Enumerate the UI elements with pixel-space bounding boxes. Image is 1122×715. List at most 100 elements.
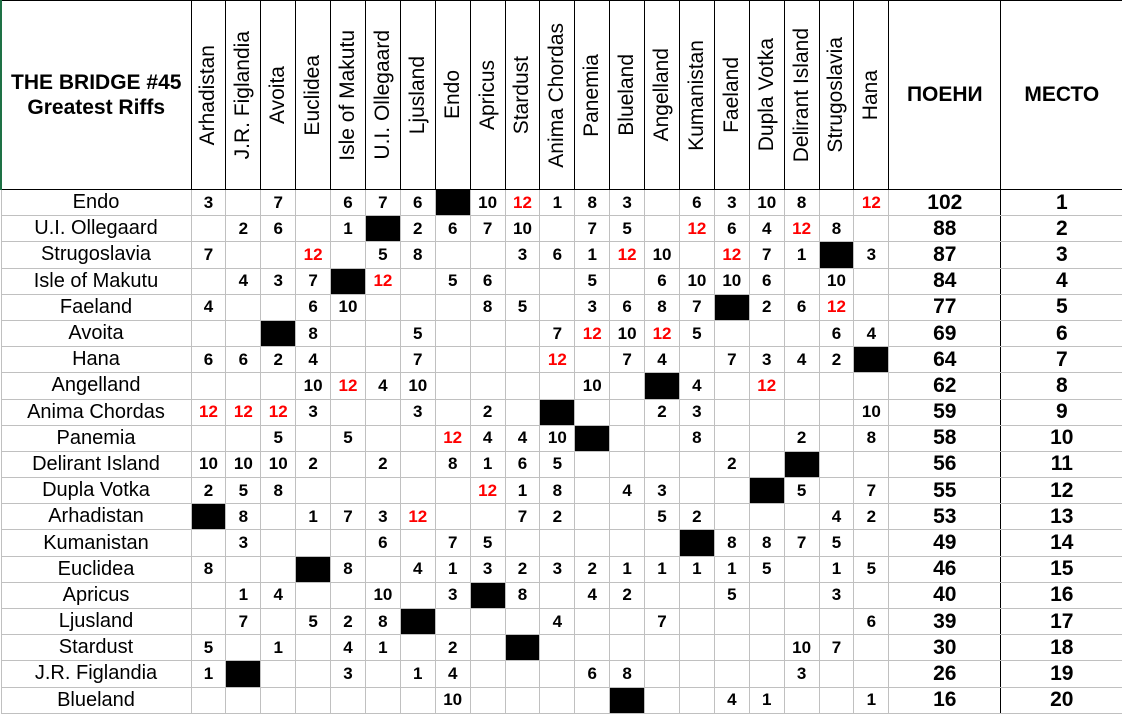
country-label[interactable]: Isle of Makutu — [0, 267, 192, 295]
column-header-apricus[interactable]: Apricus — [469, 0, 506, 190]
vote-cell[interactable]: 10 — [783, 634, 820, 662]
vote-cell[interactable]: 6 — [853, 607, 890, 636]
country-label[interactable]: Apricus — [0, 581, 192, 610]
vote-cell[interactable] — [295, 529, 332, 557]
vote-cell[interactable] — [574, 503, 611, 531]
vote-cell[interactable]: 8 — [434, 450, 471, 479]
vote-cell[interactable]: 8 — [539, 477, 576, 505]
country-label[interactable]: Blueland — [0, 686, 192, 714]
vote-cell[interactable]: 1 — [260, 634, 297, 662]
vote-cell[interactable] — [434, 241, 471, 269]
vote-cell[interactable]: 12 — [818, 293, 855, 321]
vote-cell[interactable]: 6 — [678, 188, 715, 217]
vote-cell[interactable]: 8 — [783, 188, 820, 217]
vote-cell[interactable] — [748, 319, 785, 348]
self-vote-cell[interactable] — [364, 215, 401, 243]
self-vote-cell[interactable] — [783, 450, 820, 479]
vote-cell[interactable]: 6 — [644, 267, 680, 295]
vote-cell[interactable]: 7 — [539, 319, 576, 348]
self-vote-cell[interactable] — [713, 293, 750, 321]
vote-cell[interactable] — [783, 607, 820, 636]
vote-cell[interactable]: 5 — [783, 477, 820, 505]
vote-cell[interactable]: 4 — [399, 555, 436, 583]
vote-cell[interactable]: 2 — [364, 450, 401, 479]
vote-cell[interactable]: 7 — [364, 188, 401, 217]
vote-cell[interactable]: 7 — [644, 607, 680, 636]
vote-cell[interactable] — [713, 319, 750, 348]
vote-cell[interactable]: 10 — [678, 267, 715, 295]
vote-cell[interactable]: 3 — [574, 293, 611, 321]
vote-cell[interactable]: 8 — [225, 503, 262, 531]
self-vote-cell[interactable] — [818, 241, 855, 269]
vote-cell[interactable]: 7 — [469, 215, 506, 243]
country-label[interactable]: Avoita — [0, 319, 192, 348]
vote-cell[interactable]: 6 — [469, 267, 506, 295]
vote-cell[interactable] — [748, 424, 785, 452]
vote-cell[interactable]: 3 — [364, 503, 401, 531]
vote-cell[interactable]: 5 — [644, 503, 680, 531]
vote-cell[interactable]: 2 — [190, 477, 227, 505]
column-header-angelland[interactable]: Angelland — [644, 0, 680, 190]
vote-cell[interactable]: 3 — [539, 555, 576, 583]
vote-cell[interactable]: 5 — [260, 424, 297, 452]
vote-cell[interactable]: 12 — [713, 241, 750, 269]
vote-cell[interactable] — [190, 372, 227, 400]
vote-cell[interactable] — [539, 686, 576, 714]
vote-cell[interactable]: 1 — [644, 555, 680, 583]
vote-cell[interactable]: 5 — [574, 267, 611, 295]
vote-cell[interactable]: 12 — [295, 241, 332, 269]
vote-cell[interactable] — [469, 607, 506, 636]
vote-cell[interactable] — [818, 424, 855, 452]
vote-cell[interactable] — [260, 686, 297, 714]
vote-cell[interactable]: 5 — [190, 634, 227, 662]
vote-cell[interactable]: 7 — [295, 267, 332, 295]
country-label[interactable]: J.R. Figlandia — [0, 660, 192, 688]
points-cell[interactable]: 39 — [888, 607, 1002, 636]
vote-cell[interactable]: 1 — [574, 241, 611, 269]
vote-cell[interactable]: 12 — [260, 398, 297, 426]
vote-cell[interactable]: 8 — [364, 607, 401, 636]
vote-cell[interactable] — [330, 346, 366, 374]
vote-cell[interactable]: 5 — [539, 450, 576, 479]
vote-cell[interactable] — [295, 634, 332, 662]
column-header-isle-of-makutu[interactable]: Isle of Makutu — [330, 0, 366, 190]
vote-cell[interactable]: 12 — [190, 398, 227, 426]
vote-cell[interactable] — [434, 293, 471, 321]
vote-cell[interactable]: 4 — [644, 346, 680, 374]
vote-cell[interactable] — [818, 477, 855, 505]
vote-cell[interactable]: 12 — [644, 319, 680, 348]
vote-cell[interactable]: 8 — [574, 188, 611, 217]
place-cell[interactable]: 9 — [1000, 398, 1122, 426]
vote-cell[interactable] — [364, 555, 401, 583]
points-cell[interactable]: 26 — [888, 660, 1002, 688]
points-cell[interactable]: 84 — [888, 267, 1002, 295]
vote-cell[interactable] — [748, 607, 785, 636]
vote-cell[interactable]: 6 — [364, 529, 401, 557]
points-cell[interactable]: 40 — [888, 581, 1002, 610]
vote-cell[interactable]: 3 — [504, 241, 541, 269]
vote-cell[interactable] — [609, 398, 646, 426]
vote-cell[interactable]: 5 — [609, 215, 646, 243]
vote-cell[interactable] — [295, 477, 332, 505]
vote-cell[interactable]: 8 — [678, 424, 715, 452]
vote-cell[interactable] — [574, 686, 611, 714]
vote-cell[interactable]: 12 — [399, 503, 436, 531]
vote-cell[interactable] — [434, 607, 471, 636]
vote-cell[interactable]: 4 — [469, 424, 506, 452]
points-cell[interactable]: 88 — [888, 215, 1002, 243]
vote-cell[interactable]: 10 — [190, 450, 227, 479]
place-cell[interactable]: 19 — [1000, 660, 1122, 688]
column-header-arhadistan[interactable]: Arhadistan — [190, 0, 227, 190]
vote-cell[interactable]: 4 — [330, 634, 366, 662]
vote-cell[interactable]: 6 — [818, 319, 855, 348]
country-label[interactable]: Ljusland — [0, 607, 192, 636]
vote-cell[interactable] — [644, 424, 680, 452]
vote-cell[interactable]: 8 — [260, 477, 297, 505]
vote-cell[interactable]: 4 — [678, 372, 715, 400]
vote-cell[interactable]: 8 — [399, 241, 436, 269]
vote-cell[interactable] — [469, 372, 506, 400]
vote-cell[interactable]: 12 — [225, 398, 262, 426]
vote-cell[interactable] — [295, 581, 332, 610]
points-cell[interactable]: 55 — [888, 477, 1002, 505]
vote-cell[interactable]: 6 — [574, 660, 611, 688]
